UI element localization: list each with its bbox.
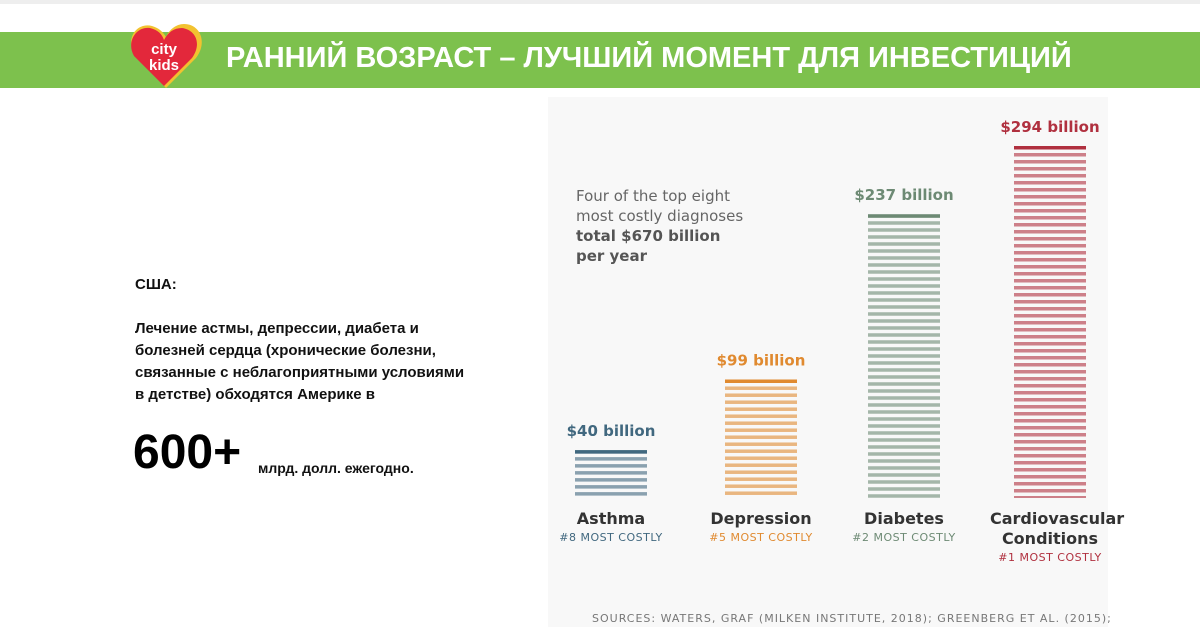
top-border [0, 0, 1200, 4]
annotation: most costly diagnoses [576, 207, 744, 225]
category-label: Cardiovascular Conditions [990, 509, 1125, 548]
value-label: $40 billion [567, 422, 656, 440]
annotation: total $670 billion [576, 227, 721, 245]
rank-label: #2 MOST COSTLY [852, 531, 956, 544]
country: США: [135, 276, 177, 293]
logo: city kids [131, 24, 202, 88]
chart: $40 billion $99 billion $237 billion $294 b… [567, 118, 1100, 498]
bar [868, 214, 940, 498]
bar [575, 450, 647, 498]
rank-label: #1 MOST COSTLY [998, 551, 1102, 564]
big-number: 600+ [133, 426, 242, 479]
category-label: Depression [710, 509, 812, 528]
rank-label: #5 MOST COSTLY [709, 531, 813, 544]
big-number-unit: млрд. долл. ежегодно. [258, 460, 414, 476]
source: SOURCES: WATERS, GRAF (MILKEN INSTITUTE,… [592, 612, 1112, 625]
body-text: Лечение астмы, депрессии, диабета и боле… [135, 320, 465, 403]
value-label: $294 billion [1000, 118, 1099, 136]
value-label: $99 billion [717, 351, 806, 369]
category-label: Diabetes [864, 509, 944, 528]
rank-label: #8 MOST COSTLY [559, 531, 663, 544]
bar [1014, 146, 1086, 498]
logo-text: kids [149, 57, 179, 74]
logo-text: city [151, 41, 178, 58]
bar [725, 379, 797, 498]
annotation: Four of the top eight [576, 187, 730, 205]
slide-title: РАННИЙ ВОЗРАСТ – ЛУЧШИЙ МОМЕНТ ДЛЯ ИНВЕС… [226, 42, 1072, 74]
annotation: per year [576, 247, 648, 265]
category-label: Asthma [576, 509, 646, 528]
value-label: $237 billion [854, 186, 953, 204]
